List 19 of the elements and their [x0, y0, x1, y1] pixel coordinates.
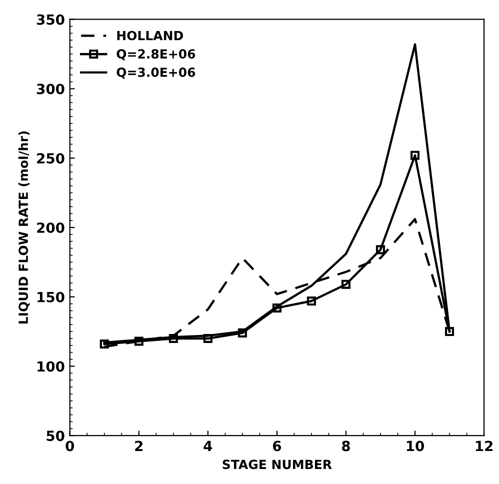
- legend-label: Q=3.0E+06: [116, 68, 196, 79]
- x-tick-label: 10: [406, 440, 424, 452]
- legend-label: HOLLAND: [117, 30, 183, 40]
- x-tick-label: 8: [342, 440, 350, 452]
- y-tick-label: 150: [38, 292, 64, 302]
- x-axis-title: STAGE NUMBER: [222, 460, 332, 470]
- legend-label: Q=2.8E+06: [116, 49, 196, 60]
- y-tick-label: 350: [36, 14, 64, 25]
- x-tick-label: 2: [135, 440, 143, 452]
- x-tick-label: 4: [204, 440, 212, 452]
- y-tick-label: 50: [46, 430, 64, 442]
- y-tick-label: 300: [36, 84, 64, 94]
- y-tick-label: 200: [37, 222, 64, 233]
- y-tick-label: 250: [37, 153, 64, 164]
- x-tick-label: 12: [476, 440, 492, 452]
- x-tick-label: 0: [66, 440, 74, 452]
- y-tick-label: 100: [38, 361, 64, 372]
- x-tick-label: 6: [272, 440, 282, 452]
- y-axis-title: LIQUID FLOW RATE (mol/hr): [18, 131, 30, 324]
